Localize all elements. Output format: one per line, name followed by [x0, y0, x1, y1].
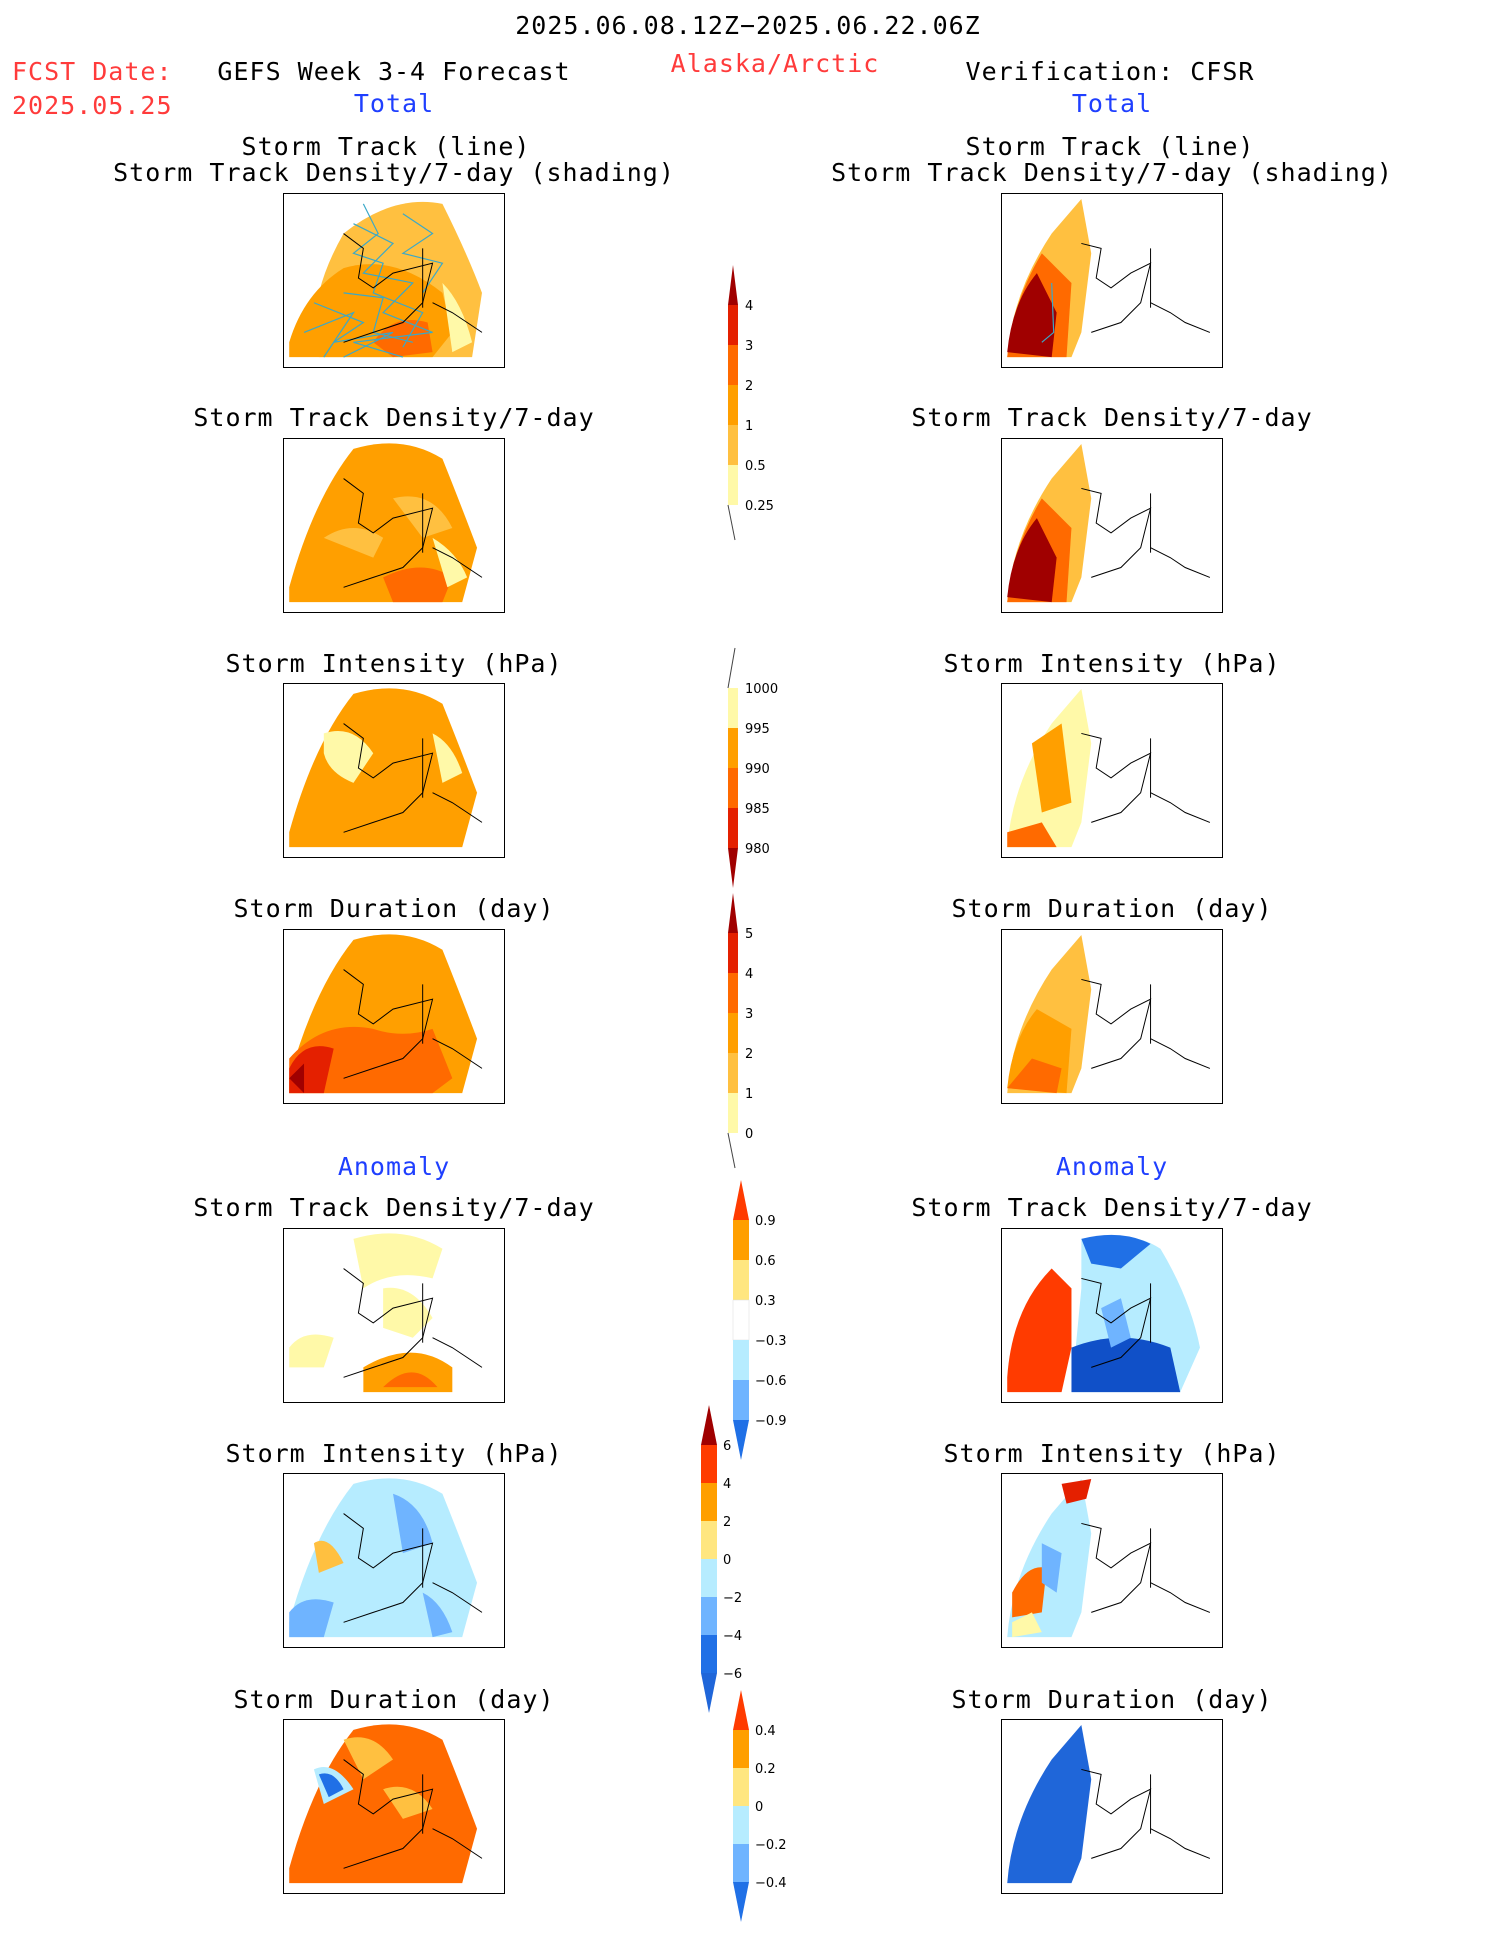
colorbar-density-total: 4 3 2 1 0.5 0.25 [723, 265, 783, 549]
cbar-tick: 4 [723, 1477, 731, 1492]
cbar-tick: 0 [745, 1127, 753, 1142]
cbar-tick: −6 [723, 1667, 742, 1682]
cbar-tick: −0.4 [755, 1876, 787, 1891]
map-fcst-anom-density [283, 1228, 505, 1403]
cbar-tick: 0.25 [745, 499, 774, 514]
left-intensity-title: Storm Intensity (hPa) [225, 649, 563, 678]
cbar-tick: 0.5 [745, 459, 766, 474]
left-track-title-1: Storm Track (line) [241, 132, 531, 161]
right-anom-duration-title: Storm Duration (day) [951, 1685, 1273, 1714]
right-duration-title: Storm Duration (day) [951, 894, 1273, 923]
right-intensity-title: Storm Intensity (hPa) [943, 649, 1281, 678]
map-cfsr-duration [1001, 929, 1223, 1104]
map-cfsr-anom-duration [1001, 1719, 1223, 1894]
cbar-tick: −0.3 [755, 1334, 787, 1349]
cbar-tick: 0 [723, 1553, 731, 1568]
left-duration-title: Storm Duration (day) [233, 894, 555, 923]
colorbar-intensity-anom: 6 4 2 0 −2 −4 −6 [701, 1405, 761, 1729]
left-density-title: Storm Track Density/7-day [193, 403, 595, 432]
colorbar-density-anom: 0.9 0.6 0.3 −0.3 −0.6 −0.9 [732, 1180, 793, 1464]
cbar-tick: 0.2 [755, 1762, 776, 1777]
left-anom-intensity-title: Storm Intensity (hPa) [225, 1439, 563, 1468]
anomaly-label-right: Anomaly [1055, 1152, 1169, 1181]
cbar-tick: 1 [745, 1087, 753, 1102]
cbar-tick: 3 [745, 339, 753, 354]
map-cfsr-storm-track [1001, 193, 1223, 368]
cbar-tick: 995 [745, 722, 770, 737]
map-fcst-duration [283, 929, 505, 1104]
cbar-tick: −2 [723, 1591, 742, 1606]
anomaly-label-left: Anomaly [337, 1152, 451, 1181]
cbar-tick: 1000 [745, 682, 778, 697]
cbar-tick: 6 [723, 1439, 731, 1454]
cbar-tick: 5 [745, 927, 753, 942]
map-cfsr-intensity [1001, 683, 1223, 858]
cbar-tick: −0.2 [755, 1838, 787, 1853]
cbar-tick: 990 [745, 762, 770, 777]
map-fcst-anom-intensity [283, 1473, 505, 1648]
total-label-left: Total [353, 89, 435, 118]
cbar-tick: −0.9 [755, 1414, 787, 1429]
left-anom-density-title: Storm Track Density/7-day [193, 1193, 595, 1222]
cbar-tick: 0.3 [755, 1294, 776, 1309]
right-column-title: Verification: CFSR [965, 57, 1255, 86]
region-title: Alaska/Arctic [670, 49, 880, 78]
cbar-tick: 985 [745, 802, 770, 817]
cbar-tick: 4 [745, 299, 753, 314]
cbar-tick: 1 [745, 419, 753, 434]
cbar-tick: 2 [723, 1515, 731, 1530]
map-cfsr-track-density [1001, 438, 1223, 613]
cbar-tick: 0.4 [755, 1724, 776, 1739]
right-anom-density-title: Storm Track Density/7-day [911, 1193, 1313, 1222]
map-cfsr-anom-intensity [1001, 1473, 1223, 1648]
map-fcst-anom-duration [283, 1719, 505, 1894]
cbar-tick: 2 [745, 379, 753, 394]
cbar-tick: 0.9 [755, 1214, 776, 1229]
cbar-tick: 0.6 [755, 1254, 776, 1269]
right-track-title-1: Storm Track (line) [965, 132, 1255, 161]
cbar-tick: 980 [745, 842, 770, 857]
total-label-right: Total [1071, 89, 1153, 118]
map-fcst-track-density [283, 438, 505, 613]
fcst-date-value: 2025.05.25 [12, 91, 173, 120]
cbar-tick: −0.6 [755, 1374, 787, 1389]
map-fcst-intensity [283, 683, 505, 858]
colorbar-duration-anom: 0.4 0.2 0 −0.2 −0.4 [733, 1690, 793, 1934]
map-cfsr-anom-density [1001, 1228, 1223, 1403]
cbar-tick: 0 [755, 1800, 763, 1815]
cbar-tick: 3 [745, 1007, 753, 1022]
right-density-title: Storm Track Density/7-day [911, 403, 1313, 432]
cbar-tick: 2 [745, 1047, 753, 1062]
fcst-date-label: FCST Date: [12, 57, 173, 86]
right-track-title-2: Storm Track Density/7-day (shading) [831, 158, 1393, 187]
cbar-tick: 4 [745, 967, 753, 982]
right-anom-intensity-title: Storm Intensity (hPa) [943, 1439, 1281, 1468]
left-track-title-2: Storm Track Density/7-day (shading) [113, 158, 675, 187]
cbar-tick: −4 [723, 1629, 742, 1644]
colorbar-intensity-total: 1000 995 990 985 980 [723, 647, 783, 892]
colorbar-duration-total: 5 4 3 2 1 0 [723, 893, 783, 1177]
left-column-title: GEFS Week 3-4 Forecast [217, 57, 571, 86]
date-range: 2025.06.08.12Z−2025.06.22.06Z [515, 11, 981, 40]
left-anom-duration-title: Storm Duration (day) [233, 1685, 555, 1714]
map-fcst-storm-track [283, 193, 505, 368]
